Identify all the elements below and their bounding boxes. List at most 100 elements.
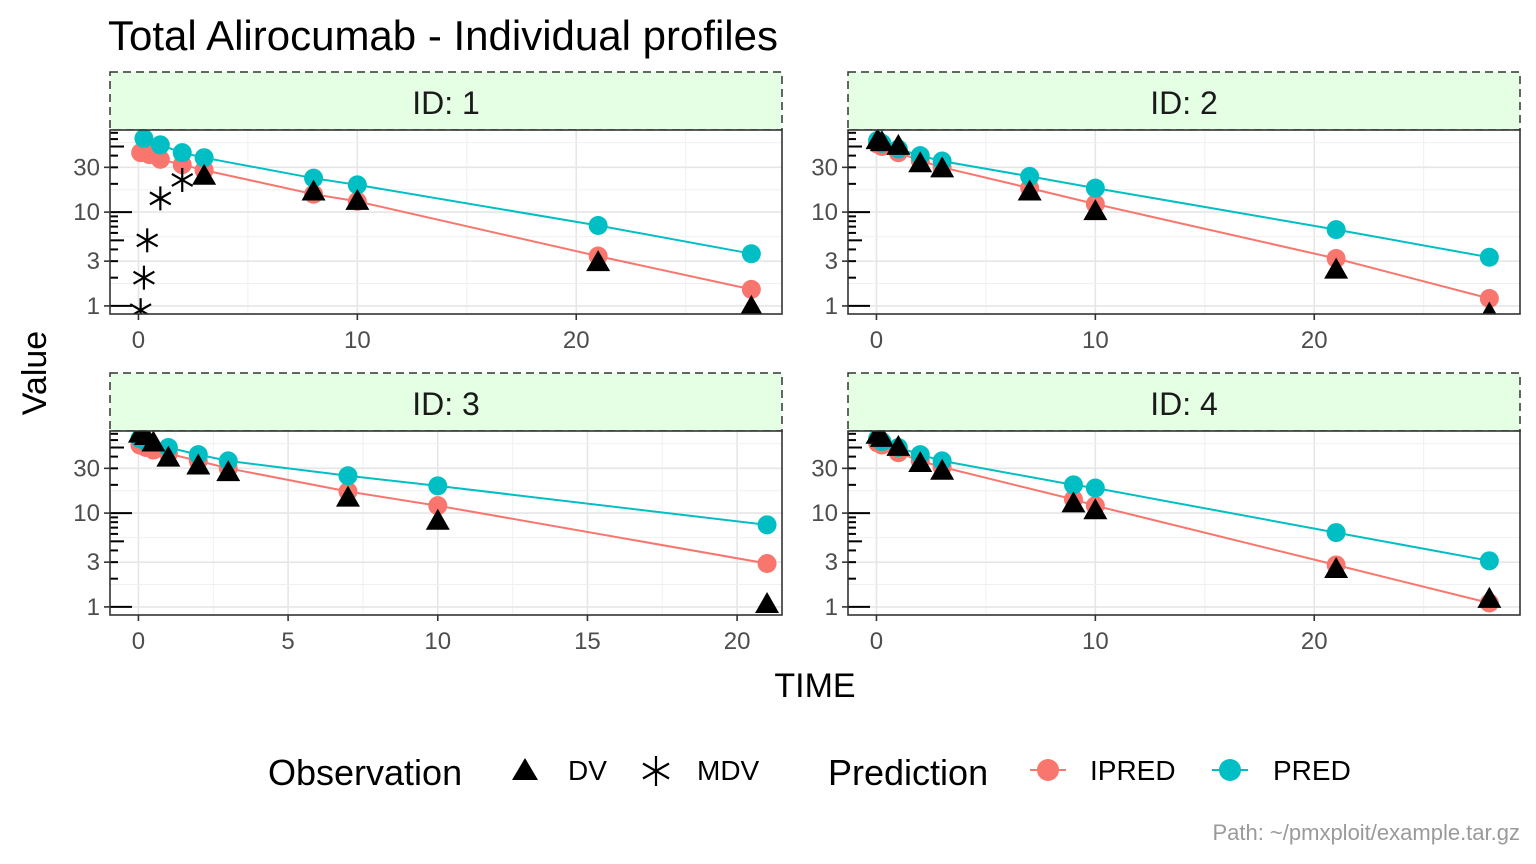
dv-point [886, 133, 911, 155]
pred-point [1326, 523, 1346, 543]
legend-mdv-asterisk-icon [642, 756, 670, 786]
x-tick-label: 0 [870, 628, 883, 655]
mdv-point [132, 265, 155, 290]
dv-point [1324, 257, 1349, 279]
legend-key-pred: PRED [1212, 755, 1351, 786]
pred-point [338, 466, 358, 486]
pred-point [757, 515, 777, 535]
series [865, 130, 1499, 314]
legend-label-dv: DV [568, 755, 607, 786]
y-tick-label: 1 [87, 594, 100, 621]
dv-point [1324, 556, 1349, 578]
legend-key-mdv: MDV [642, 755, 760, 786]
y-tick-label: 3 [825, 248, 838, 275]
strip-label: ID: 3 [412, 386, 480, 422]
y-tick-label: 1 [825, 293, 838, 320]
legend-title-observation: Observation [268, 752, 462, 793]
pred-point [1326, 220, 1346, 240]
strip-label: ID: 1 [412, 85, 480, 121]
panel-border [109, 129, 783, 315]
panel-border [847, 430, 1521, 616]
x-tick-label: 0 [870, 327, 883, 354]
ipred-point [428, 496, 448, 516]
pred-point [347, 175, 367, 195]
dv-point [425, 508, 450, 530]
mdv-point [171, 167, 194, 192]
pred-point [1085, 478, 1105, 498]
x-tick-label: 5 [281, 628, 294, 655]
y-tick-label: 10 [73, 199, 100, 226]
dv-point [156, 445, 181, 467]
dv-point [586, 250, 611, 272]
pred-point [172, 143, 192, 163]
ipred-point [741, 279, 761, 299]
legend-ipred-dot-icon [1037, 759, 1059, 781]
mdv-point [149, 186, 172, 211]
dv-point [141, 431, 166, 452]
pred-point [1479, 247, 1499, 267]
y-tick-label: 1 [825, 594, 838, 621]
dv-point [740, 294, 763, 314]
x-axis: 0 10 20 [132, 314, 590, 354]
pred-point [1479, 551, 1499, 571]
x-tick-label: 20 [724, 628, 751, 655]
log-ticks [848, 432, 870, 608]
x-tick-label: 10 [424, 628, 451, 655]
y-axis: 1 3 10 30 [73, 455, 110, 621]
y-tick-label: 30 [73, 154, 100, 181]
panel-1: ID: 1 0 10 20 1 3 10 30 [73, 71, 783, 354]
ipred-point [150, 149, 170, 169]
x-tick-label: 15 [574, 628, 601, 655]
x-tick-label: 20 [1301, 327, 1328, 354]
dv-point [216, 460, 241, 482]
legend-label-mdv: MDV [697, 755, 760, 786]
y-tick-label: 3 [87, 248, 100, 275]
dv-point [869, 130, 894, 152]
legend-key-dv: DV [512, 755, 607, 786]
y-axis-title: Value [16, 331, 54, 415]
panel-2: ID: 2 0 10 20 1 3 10 30 [811, 71, 1521, 354]
legend-label-pred: PRED [1273, 755, 1351, 786]
x-axis: 0 10 20 [870, 615, 1328, 655]
ipred-point [757, 554, 777, 574]
y-tick-label: 1 [87, 293, 100, 320]
legend-title-prediction: Prediction [828, 752, 988, 793]
legend-pred-dot-icon [1219, 759, 1241, 781]
dv-point [1061, 491, 1086, 513]
log-ticks [848, 131, 870, 307]
series [129, 130, 763, 314]
dv-point [192, 163, 217, 185]
dv-point [1477, 586, 1502, 608]
mdv-point [129, 298, 152, 314]
ipred-point [1479, 288, 1499, 308]
dv-point [301, 179, 326, 201]
dv-point [1083, 199, 1108, 221]
y-axis: 1 3 10 30 [811, 455, 848, 621]
legend-dv-triangle-icon [512, 758, 538, 780]
panel-4: ID: 4 0 10 20 1 3 10 30 [811, 372, 1521, 655]
grid [848, 130, 1520, 314]
x-tick-label: 10 [344, 327, 371, 354]
strip-label: ID: 4 [1150, 386, 1218, 422]
pred-point [741, 244, 761, 264]
x-tick-label: 0 [132, 327, 145, 354]
panel-border [847, 129, 1521, 315]
pred-point [304, 168, 324, 188]
grid [110, 431, 782, 615]
legend-key-ipred: IPRED [1030, 755, 1176, 786]
dv-point [930, 458, 955, 480]
pred-point [1020, 166, 1040, 186]
x-axis: 0 5 10 15 20 [132, 615, 751, 655]
dv-point [869, 431, 894, 447]
x-tick-label: 20 [563, 327, 590, 354]
strip-bg [847, 372, 1521, 432]
dv-point [335, 485, 360, 507]
x-axis: 0 10 20 [870, 314, 1328, 354]
caption: Path: ~/pmxploit/example.tar.gz [1212, 820, 1520, 845]
panel-bg [110, 431, 782, 615]
series [865, 431, 1502, 613]
x-tick-label: 10 [1082, 628, 1109, 655]
pred-point [588, 215, 608, 235]
